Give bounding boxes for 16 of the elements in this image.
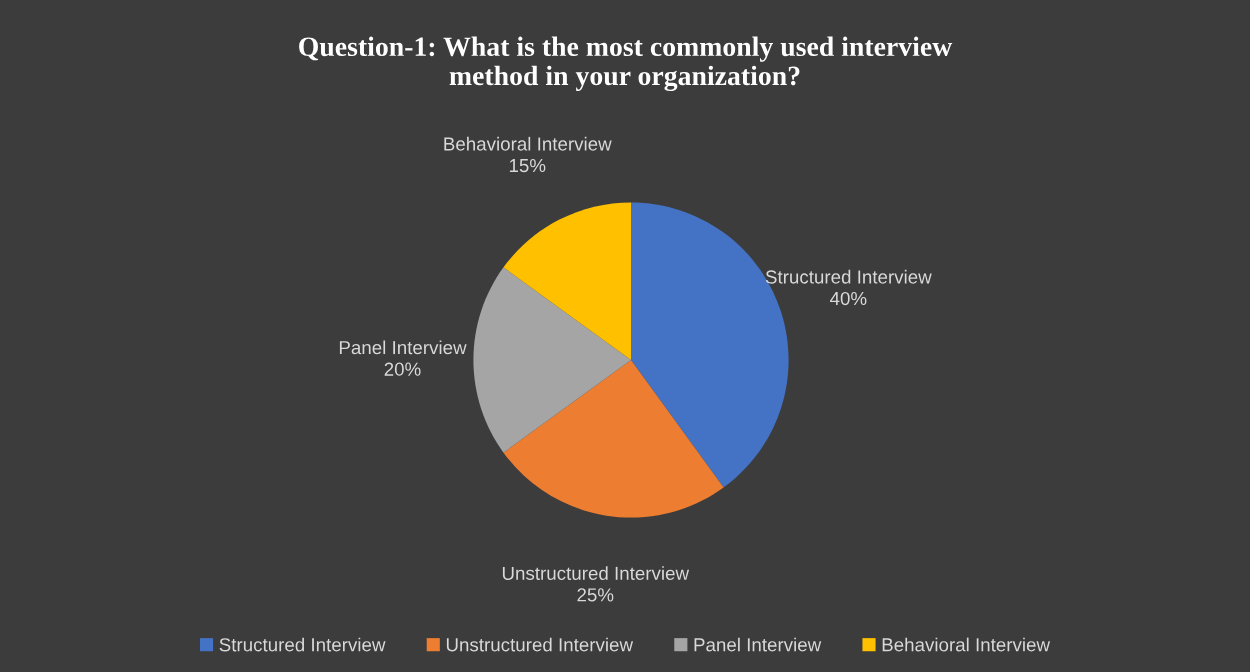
slice-label: Panel Interview <box>339 340 467 355</box>
data-label: 15% <box>509 159 546 173</box>
slice-label: Structured Interview <box>765 269 932 284</box>
pie-slice <box>503 360 724 518</box>
data-label: 40% <box>830 291 867 306</box>
data-label: 25% <box>577 588 614 602</box>
legend-label: Panel Interview <box>694 637 822 652</box>
slice-label: Unstructured Interview <box>502 566 690 580</box>
pie-slice <box>503 202 631 360</box>
slice-label: Behavioral Interview <box>444 136 612 151</box>
legend-label: Unstructured Interview <box>446 637 634 652</box>
chart-title: Question-1: What is the most commonly used interview method in your organization? <box>299 36 953 92</box>
legend-label: Behavioral Interview <box>882 637 1051 652</box>
data-label: 20% <box>384 362 421 376</box>
pie-slice <box>473 267 631 453</box>
legend-label: Structured Interview <box>219 637 386 652</box>
